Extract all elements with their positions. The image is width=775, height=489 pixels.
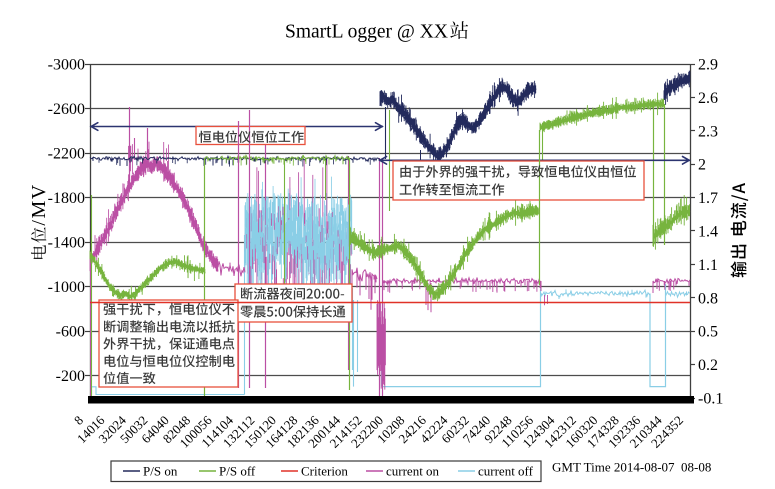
svg-text:P/S on: P/S on — [143, 464, 178, 479]
svg-text:-2200: -2200 — [48, 146, 85, 163]
svg-text:current on: current on — [386, 464, 440, 479]
svg-text:1.7: 1.7 — [698, 190, 718, 207]
svg-text:/MV: /MV — [28, 183, 50, 225]
svg-text:GMT Time 2014-08-07 08-08: GMT Time 2014-08-07 08-08 — [552, 460, 711, 475]
svg-text:-3000: -3000 — [48, 57, 85, 74]
svg-text:-2600: -2600 — [48, 101, 85, 118]
svg-text:SmartL ogger @ XX: SmartL ogger @ XX — [285, 22, 448, 43]
svg-text:-200: -200 — [56, 368, 85, 385]
svg-text:1.1: 1.1 — [698, 257, 718, 274]
svg-text:Criterion: Criterion — [301, 464, 348, 479]
svg-text:-1800: -1800 — [48, 190, 85, 207]
svg-text:2.3: 2.3 — [698, 123, 718, 140]
svg-text:0.2: 0.2 — [698, 357, 718, 374]
svg-text:2: 2 — [698, 157, 706, 174]
svg-text:-0.1: -0.1 — [698, 391, 723, 408]
svg-text:-1000: -1000 — [48, 279, 85, 296]
svg-text:1.4: 1.4 — [698, 224, 718, 241]
svg-text:current off: current off — [478, 464, 534, 479]
svg-text:0.8: 0.8 — [698, 290, 718, 307]
svg-text:P/S off: P/S off — [219, 464, 256, 479]
svg-text:0.5: 0.5 — [698, 324, 718, 341]
svg-text:-600: -600 — [56, 324, 85, 341]
svg-text:2.9: 2.9 — [698, 57, 718, 74]
svg-text:-1400: -1400 — [48, 235, 85, 252]
svg-text:2.6: 2.6 — [698, 90, 718, 107]
